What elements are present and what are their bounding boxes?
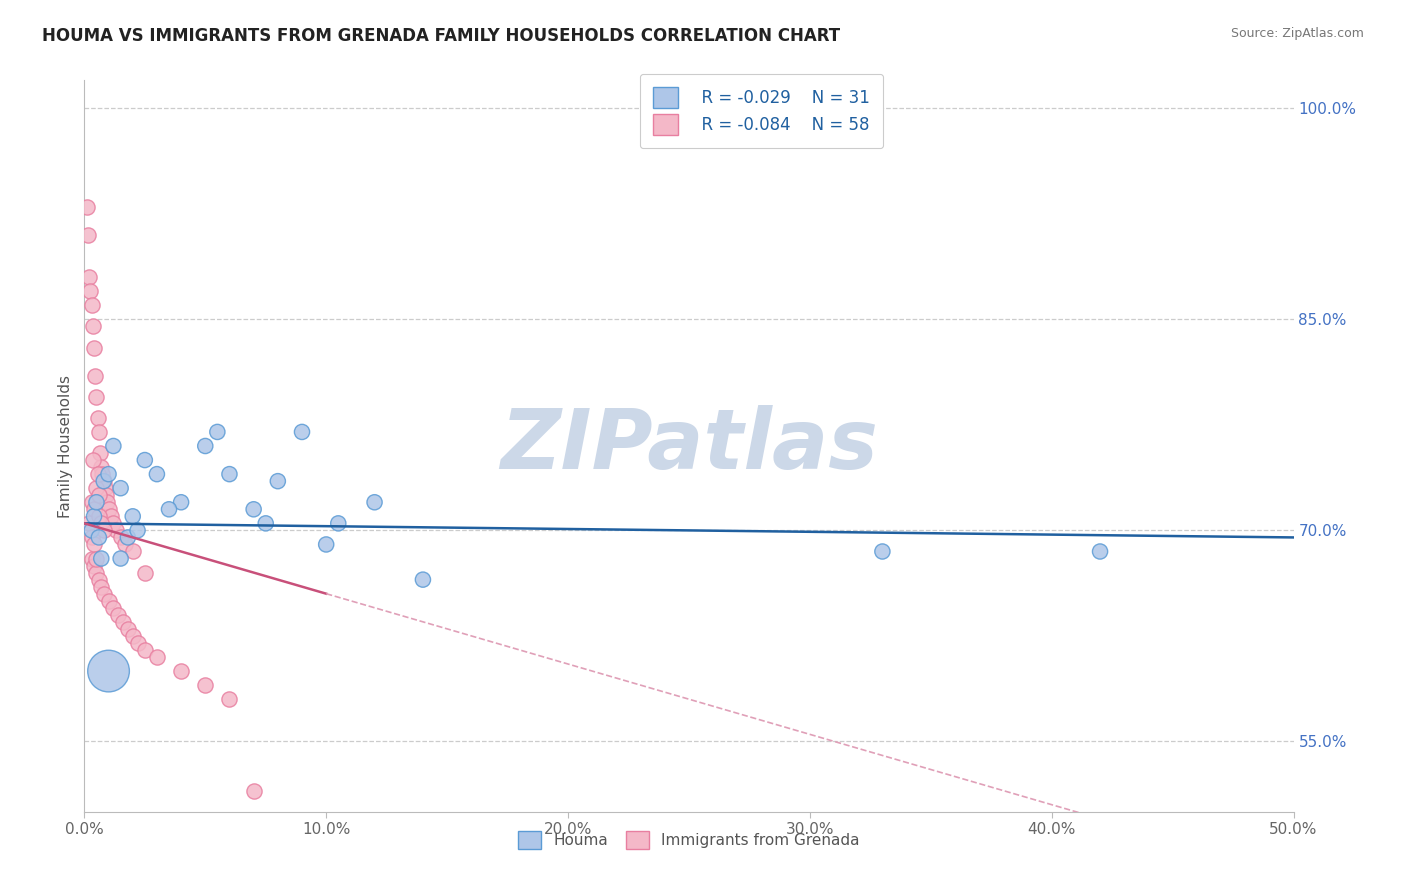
Point [97, 467, 120, 482]
Point [89, 446, 111, 460]
Point [267, 474, 290, 488]
Point [82, 453, 104, 467]
Point [157, 502, 180, 516]
Point [121, 544, 143, 558]
Point [86, 390, 108, 404]
Point [218, 467, 240, 482]
Point [110, 551, 132, 566]
Point [121, 509, 143, 524]
Point [87, 573, 110, 587]
Point [134, 566, 156, 580]
Point [86, 410, 108, 425]
Point [80, 298, 103, 312]
Point [170, 495, 193, 509]
Point [83, 537, 105, 551]
Point [97, 664, 120, 678]
Point [170, 664, 193, 678]
Point [194, 678, 217, 692]
Point [97, 502, 120, 516]
Point [76, 200, 98, 214]
Point [117, 530, 139, 544]
Point [218, 692, 240, 706]
Point [83, 502, 105, 516]
Point [315, 537, 337, 551]
Point [83, 509, 105, 524]
Point [86, 495, 108, 509]
Text: ZIPatlas: ZIPatlas [501, 406, 877, 486]
Point [80, 530, 103, 544]
Point [121, 629, 143, 643]
Point [86, 467, 108, 482]
Point [127, 636, 149, 650]
Point [127, 524, 149, 538]
Point [242, 783, 264, 797]
Point [86, 551, 108, 566]
Point [134, 643, 156, 657]
Point [96, 495, 118, 509]
Point [86, 481, 108, 495]
Point [87, 509, 110, 524]
Point [412, 573, 434, 587]
Point [90, 460, 112, 475]
Point [90, 551, 112, 566]
Point [93, 474, 115, 488]
Point [97, 593, 120, 607]
Point [82, 319, 104, 334]
Point [112, 615, 135, 629]
Point [87, 530, 110, 544]
Point [114, 537, 136, 551]
Point [84, 368, 107, 383]
Point [94, 481, 117, 495]
Point [80, 551, 103, 566]
Point [134, 453, 156, 467]
Point [103, 516, 125, 531]
Point [110, 481, 132, 495]
Point [94, 488, 117, 502]
Point [104, 524, 127, 538]
Point [91, 467, 114, 482]
Point [872, 544, 894, 558]
Point [207, 425, 229, 439]
Point [77, 227, 100, 242]
Point [146, 467, 169, 482]
Point [242, 502, 264, 516]
Point [86, 566, 108, 580]
Point [83, 341, 105, 355]
Point [90, 580, 112, 594]
Point [291, 425, 314, 439]
Point [110, 530, 132, 544]
Point [107, 607, 129, 622]
Legend: Houma, Immigrants from Grenada: Houma, Immigrants from Grenada [512, 824, 866, 855]
Point [117, 622, 139, 636]
Point [77, 516, 100, 531]
Point [87, 488, 110, 502]
Point [80, 495, 103, 509]
Point [90, 516, 112, 531]
Point [93, 474, 115, 488]
Text: Source: ZipAtlas.com: Source: ZipAtlas.com [1230, 27, 1364, 40]
Point [363, 495, 385, 509]
Point [328, 516, 350, 531]
Point [103, 600, 125, 615]
Point [87, 425, 110, 439]
Point [83, 558, 105, 573]
Point [100, 509, 122, 524]
Point [146, 650, 169, 665]
Point [1088, 544, 1111, 558]
Point [194, 439, 217, 453]
Point [93, 587, 115, 601]
Point [80, 524, 103, 538]
Text: HOUMA VS IMMIGRANTS FROM GRENADA FAMILY HOUSEHOLDS CORRELATION CHART: HOUMA VS IMMIGRANTS FROM GRENADA FAMILY … [42, 27, 841, 45]
Point [79, 285, 101, 299]
Point [254, 516, 277, 531]
Point [77, 270, 100, 285]
Y-axis label: Family Households: Family Households [58, 375, 73, 517]
Point [103, 439, 125, 453]
Point [93, 524, 115, 538]
